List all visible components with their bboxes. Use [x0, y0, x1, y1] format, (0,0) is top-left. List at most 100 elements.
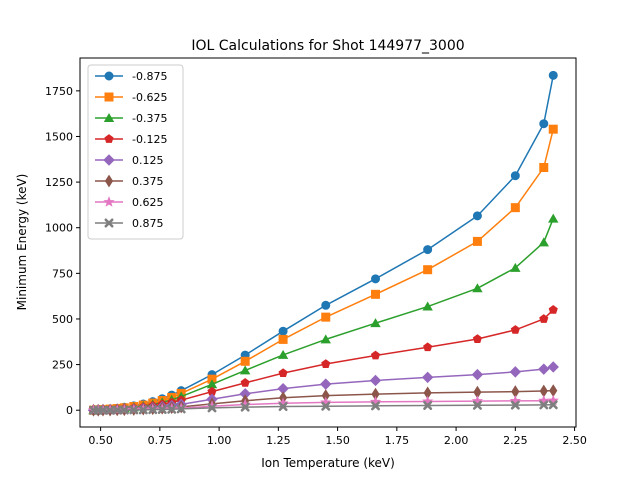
data-point — [471, 395, 484, 406]
x-tick-label: 1.25 — [266, 434, 291, 447]
data-point — [547, 361, 559, 373]
x-axis-label: Ion Temperature (keV) — [261, 456, 395, 470]
legend-marker — [103, 196, 115, 207]
data-point — [321, 359, 331, 368]
data-point — [548, 213, 559, 223]
data-point — [539, 400, 549, 410]
legend-entry: -0.375 — [95, 112, 167, 125]
y-tick-label: 1750 — [45, 85, 73, 98]
x-tick-label: 2.00 — [444, 434, 469, 447]
data-point — [471, 368, 484, 381]
legend-label: -0.875 — [132, 70, 167, 83]
data-point — [548, 70, 558, 80]
data-point — [538, 394, 550, 406]
data-point — [510, 325, 520, 334]
legend-entry: 0.625 — [95, 196, 164, 209]
data-point — [472, 236, 482, 246]
data-point — [129, 405, 139, 415]
data-point — [548, 124, 558, 134]
legend-entry: -0.125 — [95, 133, 167, 146]
legend-entry: 0.875 — [95, 217, 164, 230]
data-point — [321, 300, 331, 310]
data-point — [423, 265, 433, 275]
data-point — [105, 405, 115, 415]
legend-label: 0.625 — [132, 196, 164, 209]
data-point — [472, 211, 482, 221]
legend-marker — [104, 134, 114, 143]
x-tick-label: 0.75 — [148, 434, 173, 447]
legend-label: 0.125 — [132, 154, 164, 167]
data-point — [539, 314, 549, 323]
legend-entry: 0.375 — [95, 174, 164, 188]
data-point — [321, 401, 331, 411]
data-point — [370, 318, 381, 328]
data-point — [278, 402, 288, 412]
legend-entry: 0.125 — [95, 154, 164, 167]
x-tick-label: 1.00 — [207, 434, 232, 447]
y-tick-label: 1250 — [45, 176, 73, 189]
data-point — [510, 203, 520, 213]
data-point — [421, 371, 434, 384]
y-tick-label: 500 — [52, 313, 73, 326]
x-axis: 0.50 0.75 1.00 1.25 1.50 1.75 2.00 2.25 2.50 — [88, 427, 587, 447]
legend-label: 0.875 — [132, 217, 164, 230]
data-point — [509, 394, 521, 406]
x-tick-label: 2.50 — [562, 434, 587, 447]
plot-content — [87, 70, 559, 417]
x-tick-label: 2.25 — [503, 434, 528, 447]
data-point — [240, 402, 250, 412]
series-0.875 — [89, 400, 558, 415]
data-point — [119, 405, 129, 415]
y-tick-label: 1000 — [45, 222, 73, 235]
x-tick-label: 1.75 — [385, 434, 410, 447]
legend-label: -0.375 — [132, 112, 167, 125]
data-point — [371, 274, 381, 284]
data-point — [167, 404, 177, 414]
data-point — [547, 394, 559, 406]
data-point — [510, 171, 520, 181]
legend-entry: -0.625 — [95, 91, 167, 104]
data-point — [370, 350, 381, 360]
legend-box — [87, 64, 184, 240]
legend-marker — [103, 112, 115, 122]
data-point — [112, 405, 122, 415]
legend-label: -0.125 — [132, 133, 167, 146]
data-point — [510, 400, 520, 410]
x-tick-label: 0.50 — [88, 434, 113, 447]
data-point — [320, 334, 331, 344]
data-point — [240, 356, 250, 366]
data-point — [423, 245, 433, 255]
data-point — [510, 262, 521, 272]
y-axis-label: Minimum Energy (keV) — [15, 174, 29, 311]
data-point — [207, 403, 217, 413]
data-point — [138, 405, 148, 415]
data-point — [98, 405, 108, 415]
data-point — [239, 365, 251, 375]
data-point — [509, 366, 522, 378]
legend-label: -0.625 — [132, 91, 167, 104]
y-tick-label: 750 — [52, 267, 73, 280]
data-point — [538, 237, 549, 247]
data-point — [472, 283, 483, 293]
legend-marker — [104, 71, 114, 81]
data-point — [371, 289, 381, 299]
series-line — [93, 403, 554, 411]
legend: -0.875 -0.625 -0.375 -0.125 0.125 0.375 0.625 0… — [87, 64, 184, 240]
data-point — [472, 334, 482, 343]
chart-title: IOL Calculations for Shot 144977_3000 — [191, 38, 464, 54]
data-point — [472, 400, 482, 410]
data-point — [278, 326, 288, 336]
data-point — [371, 401, 381, 411]
data-point — [423, 342, 433, 352]
data-point — [422, 395, 434, 407]
data-point — [369, 395, 382, 407]
data-point — [277, 349, 289, 359]
data-point — [538, 363, 550, 375]
data-point — [240, 378, 250, 387]
legend-marker — [103, 154, 115, 166]
x-tick-label: 1.50 — [325, 434, 350, 447]
plot-area — [79, 57, 577, 428]
legend-entry: -0.875 — [95, 70, 167, 83]
data-point — [539, 119, 549, 129]
